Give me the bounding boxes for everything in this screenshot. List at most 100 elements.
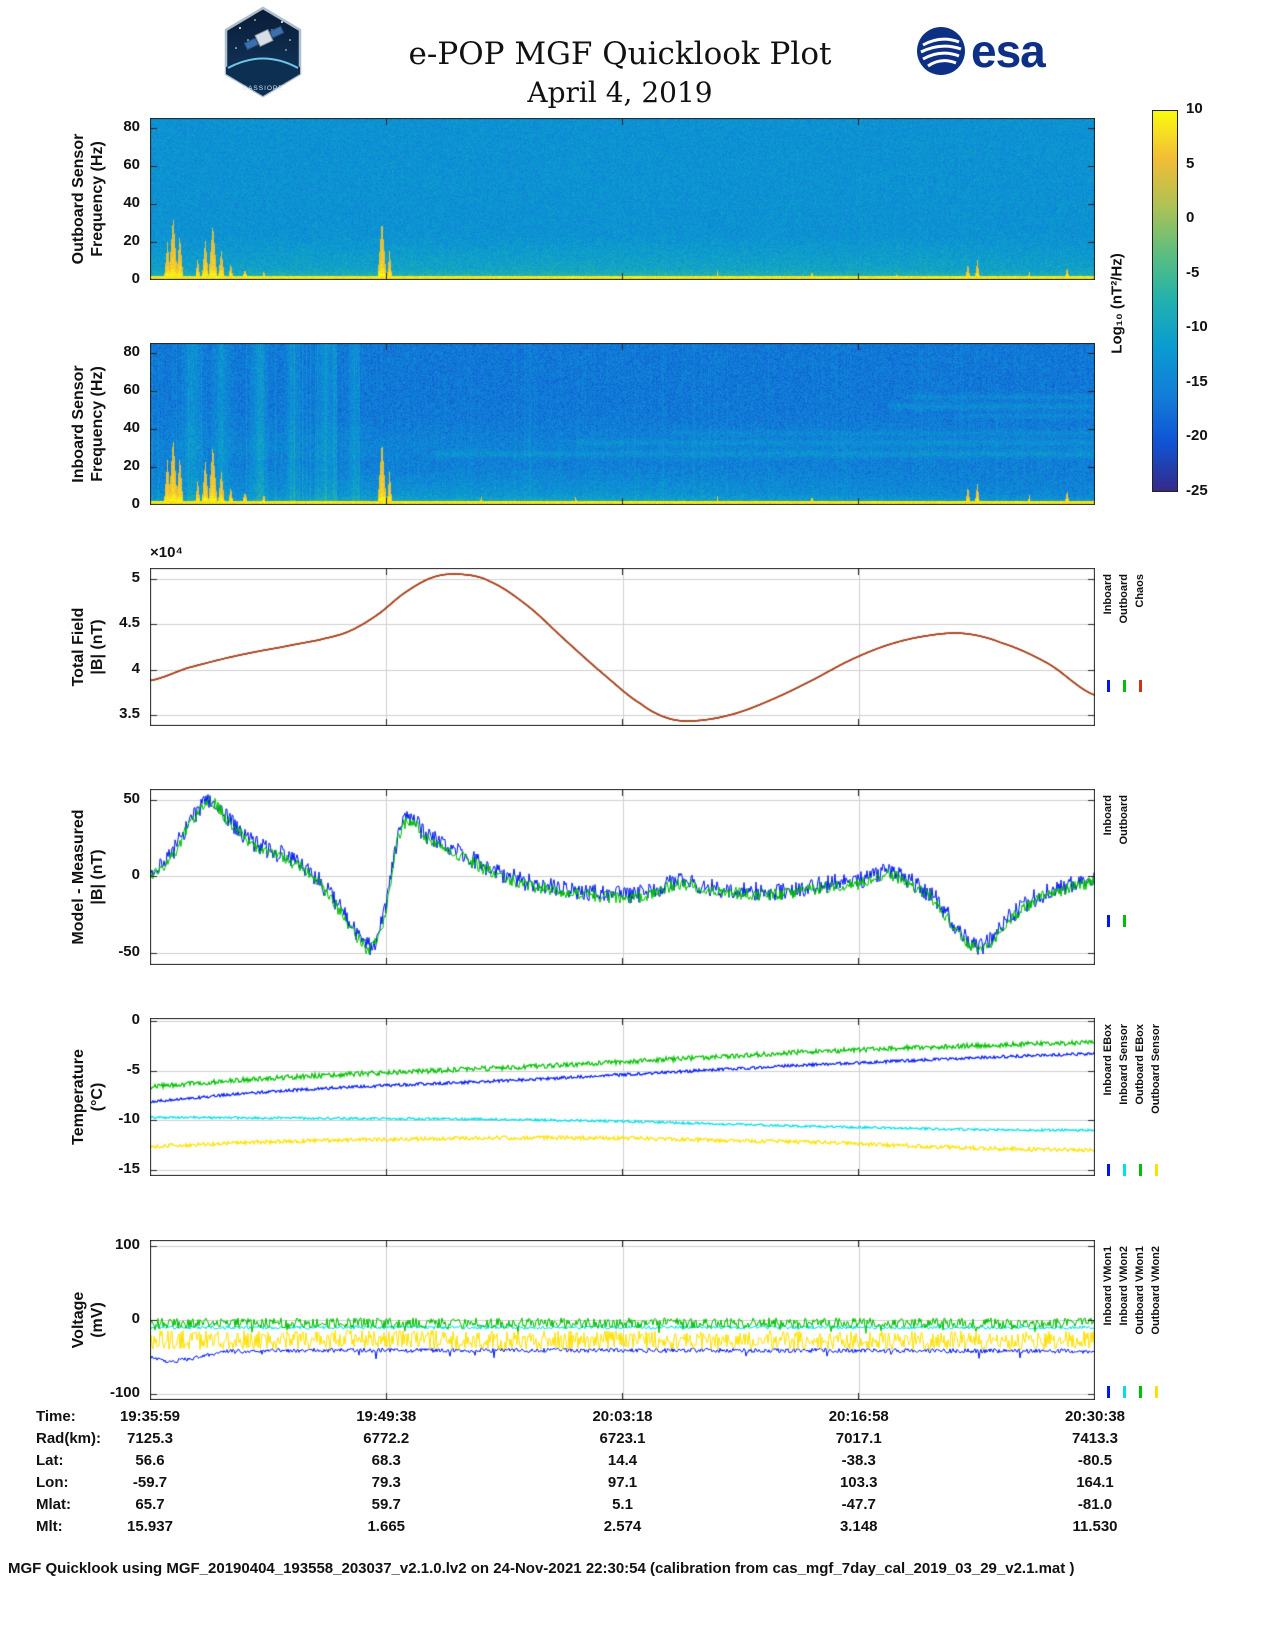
colorbar-tick-label: 5 xyxy=(1186,154,1195,172)
temperature-legend: Inboard EBox Inboard Sensor Outboard EBox O… xyxy=(1101,1024,1163,1176)
table-cell: 2.574 xyxy=(603,1518,642,1535)
table-cell: 7125.3 xyxy=(127,1430,173,1447)
table-cell: 3.148 xyxy=(839,1518,878,1535)
inboard_spectrogram-ytick-label: 20 xyxy=(123,456,140,474)
table-cell: 5.1 xyxy=(612,1496,633,1513)
colorbar-tick-label: -5 xyxy=(1186,263,1200,281)
esa-logo-text: esa xyxy=(971,25,1046,77)
table-cell: 56.6 xyxy=(135,1452,165,1469)
total_field-scale-label: ×10⁴ xyxy=(150,544,183,561)
temperature-plot xyxy=(150,1018,1095,1176)
model_measured-ytick-label: 0 xyxy=(131,866,140,884)
legend-color-dash xyxy=(1106,915,1110,927)
table-cell: 11.530 xyxy=(1072,1518,1118,1535)
colorbar-tick-label: -25 xyxy=(1186,482,1208,499)
model_measured-ytick-label: -50 xyxy=(118,942,140,960)
total_field-legend-item: Inboard xyxy=(1101,574,1115,692)
earth-icon xyxy=(226,58,300,96)
inboard_spectrogram-ytick-label: 80 xyxy=(123,342,140,360)
legend-color-dash xyxy=(1122,1386,1126,1398)
plot-date: April 4, 2019 xyxy=(527,76,713,109)
table-row-label: Lat: xyxy=(36,1452,64,1469)
table-cell: 20:03:18 xyxy=(592,1408,653,1425)
voltage-ytick-label: 100 xyxy=(114,1235,140,1253)
header-titles: e-POP MGF Quicklook Plot April 4, 2019 xyxy=(320,36,920,109)
colorbar-tick-label: -20 xyxy=(1186,427,1208,445)
voltage-ytick-label: -100 xyxy=(109,1384,140,1402)
total_field-ytick-label: 3.5 xyxy=(119,705,140,723)
table-cell: 103.3 xyxy=(839,1474,878,1491)
model_measured-legend-item: Outboard xyxy=(1117,795,1131,927)
table-cell: 20:16:58 xyxy=(828,1408,889,1425)
table-cell: 14.4 xyxy=(607,1452,638,1469)
outboard_spectrogram-ytick-label: 60 xyxy=(123,155,140,173)
total_field-ytick-label: 5 xyxy=(131,568,140,586)
total_field-legend: Inboard Outboard Chaos xyxy=(1101,574,1147,692)
total_field-ytick-label: 4.5 xyxy=(119,614,140,632)
legend-color-dash xyxy=(1106,680,1110,692)
table-cell: 65.7 xyxy=(135,1496,165,1513)
temperature-legend-item: Outboard EBox xyxy=(1133,1024,1147,1176)
stars xyxy=(235,19,291,51)
colorbar-tick-label: 0 xyxy=(1186,209,1195,227)
inboard_spectrogram-ytick-label: 40 xyxy=(123,418,140,436)
table-cell: 6772.2 xyxy=(363,1430,410,1447)
footer-caption: MGF Quicklook using MGF_20190404_193558_… xyxy=(8,1560,1075,1577)
model_measured-legend: Inboard Outboard xyxy=(1101,795,1131,927)
legend-color-dash xyxy=(1122,915,1126,927)
temperature-ytick-label: -5 xyxy=(126,1060,140,1078)
voltage-legend-item: Outboard VMon1 xyxy=(1133,1246,1147,1398)
voltage-plot xyxy=(150,1240,1095,1400)
model_measured-plot xyxy=(150,789,1095,965)
voltage-legend: Inboard VMon1 Inboard VMon2 Outboard VMon1… xyxy=(1101,1246,1163,1398)
temperature-ytick-label: -15 xyxy=(118,1160,140,1178)
table-cell: 19:49:38 xyxy=(356,1408,417,1425)
legend-color-dash xyxy=(1138,680,1142,692)
legend-color-dash xyxy=(1122,1164,1126,1176)
voltage-legend-item: Inboard VMon1 xyxy=(1101,1246,1115,1398)
colorbar xyxy=(1152,110,1178,492)
temperature-ytick-label: -10 xyxy=(118,1110,140,1128)
voltage-ytick-label: 0 xyxy=(131,1310,140,1327)
colorbar-tick-label: 10 xyxy=(1186,100,1203,117)
legend-color-dash xyxy=(1154,1164,1158,1176)
cassiope-logo-text: CASSIOPE xyxy=(242,85,283,92)
total_field-ytick-label: 4 xyxy=(131,659,140,677)
outboard_spectrogram-ytick-label: 40 xyxy=(123,193,140,211)
outboard_spectrogram-ytick-label: 0 xyxy=(131,270,140,287)
table-cell: 7413.3 xyxy=(1072,1430,1118,1447)
table-cell: -80.5 xyxy=(1077,1452,1113,1469)
table-row-label: Rad(km): xyxy=(36,1430,102,1447)
legend-color-dash xyxy=(1154,1386,1158,1398)
legend-color-dash xyxy=(1122,680,1126,692)
table-cell: -38.3 xyxy=(841,1452,876,1469)
table-cell: 15.937 xyxy=(127,1518,173,1535)
voltage-legend-item: Outboard VMon2 xyxy=(1149,1246,1163,1398)
table-cell: -81.0 xyxy=(1077,1496,1113,1513)
temperature-legend-item: Inboard EBox xyxy=(1101,1024,1115,1176)
cassiope-mission-logo: CASSIOPE xyxy=(222,6,304,103)
total_field-legend-item: Chaos xyxy=(1133,574,1147,692)
inboard_spectrogram-ytick-label: 60 xyxy=(123,380,140,398)
table-row-label: Time: xyxy=(36,1408,76,1425)
table-cell: 97.1 xyxy=(607,1474,638,1491)
plot-title: e-POP MGF Quicklook Plot xyxy=(408,36,832,72)
satellite-icon xyxy=(243,25,285,51)
outboard_spectrogram-ytick-label: 20 xyxy=(123,231,140,249)
table-cell: 59.7 xyxy=(371,1496,401,1513)
outboard_spectrogram-ytick-label: 80 xyxy=(123,117,140,135)
table-cell: 68.3 xyxy=(371,1452,401,1469)
inboard_spectrogram-ytick-label: 0 xyxy=(131,495,140,512)
esa-globe-icon xyxy=(917,27,965,75)
table-cell: 19:35:59 xyxy=(119,1408,181,1425)
esa-logo: esa xyxy=(916,25,1046,77)
temperature-legend-item: Outboard Sensor xyxy=(1149,1024,1163,1176)
table-cell: 7017.1 xyxy=(835,1430,882,1447)
table-row-label: Mlat: xyxy=(36,1496,71,1513)
table-cell: 6723.1 xyxy=(599,1430,646,1447)
model_measured-ytick-label: 50 xyxy=(123,789,140,807)
colorbar-tick-label: -10 xyxy=(1186,318,1208,336)
table-row-label: Mlt: xyxy=(36,1518,63,1535)
outboard_spectrogram-plot xyxy=(150,118,1095,280)
